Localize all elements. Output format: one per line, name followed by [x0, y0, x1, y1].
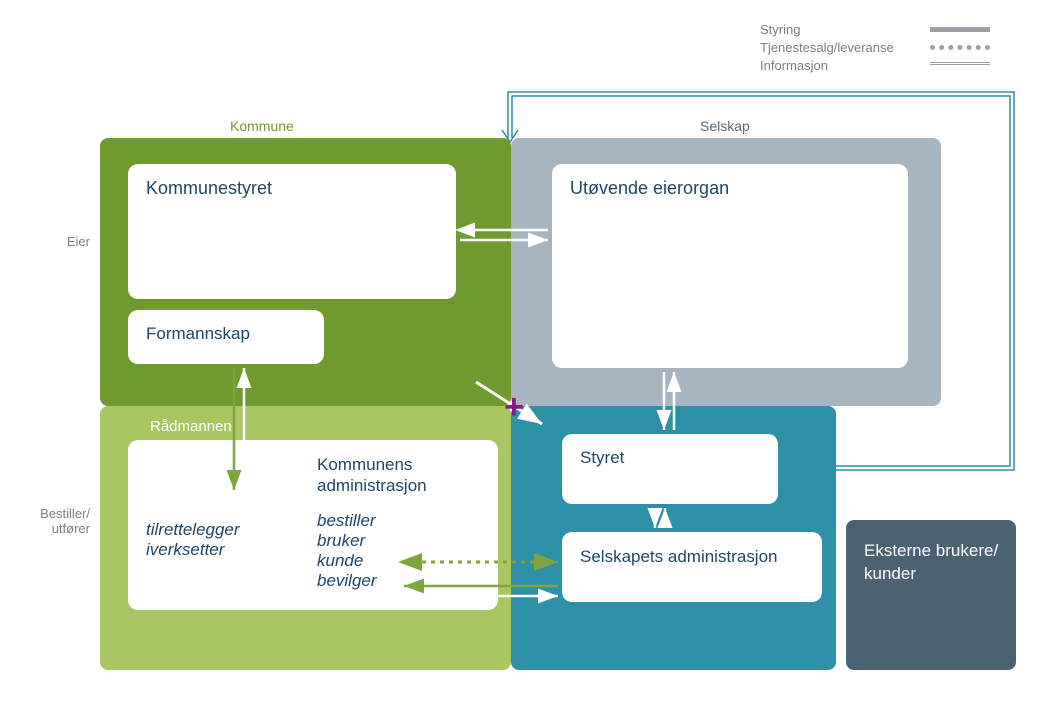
legend-label: Tjenestesalg/leveranse	[760, 40, 930, 55]
node-utovende-eierorgan: Utøvende eierorgan	[552, 164, 908, 368]
side-label-eier: Eier	[0, 234, 90, 249]
radmannen-header: Rådmannen	[150, 418, 232, 435]
node-kommunestyret: Kommunestyret	[128, 164, 456, 299]
node-styret: Styret	[562, 434, 778, 504]
legend-swatch-double	[930, 62, 990, 68]
diagram-stage: Styring Tjenestesalg/leveranse Informasj…	[0, 0, 1038, 710]
role-bevilger: bevilger	[317, 571, 480, 591]
legend-swatch-solid	[930, 27, 990, 32]
cross-icon: +	[504, 390, 524, 424]
radmannen-subtitle: Kommunens administrasjon	[317, 454, 480, 497]
legend-label: Styring	[760, 22, 930, 37]
node-title: Selskapets administrasjon	[580, 546, 804, 567]
legend-label: Informasjon	[760, 58, 930, 73]
node-selskapets-admin: Selskapets administrasjon	[562, 532, 822, 602]
role-tilrettelegger: tilrettelegger	[146, 520, 309, 540]
legend-row-styring: Styring	[760, 20, 990, 38]
role-bruker: bruker	[317, 531, 480, 551]
section-title-kommune: Kommune	[230, 118, 294, 134]
node-title: Formannskap	[146, 324, 306, 344]
node-radmannen: tilrettelegger iverksetter Kommunens adm…	[128, 440, 498, 610]
section-title-selskap: Selskap	[700, 118, 750, 134]
legend-swatch-dotted	[930, 45, 990, 50]
node-formannskap: Formannskap	[128, 310, 324, 364]
eksterne-label: Eksterne brukere/ kunder	[864, 540, 1004, 586]
legend-row-informasjon: Informasjon	[760, 56, 990, 74]
node-title: Styret	[580, 448, 760, 468]
role-iverksetter: iverksetter	[146, 540, 309, 560]
side-label-bestiller-utforer: Bestiller/ utfører	[0, 506, 90, 536]
role-bestiller: bestiller	[317, 511, 480, 531]
role-kunde: kunde	[317, 551, 480, 571]
node-title: Utøvende eierorgan	[570, 178, 890, 199]
node-title: Kommunestyret	[146, 178, 438, 199]
legend: Styring Tjenestesalg/leveranse Informasj…	[760, 20, 990, 74]
legend-row-tjenestesalg: Tjenestesalg/leveranse	[760, 38, 990, 56]
